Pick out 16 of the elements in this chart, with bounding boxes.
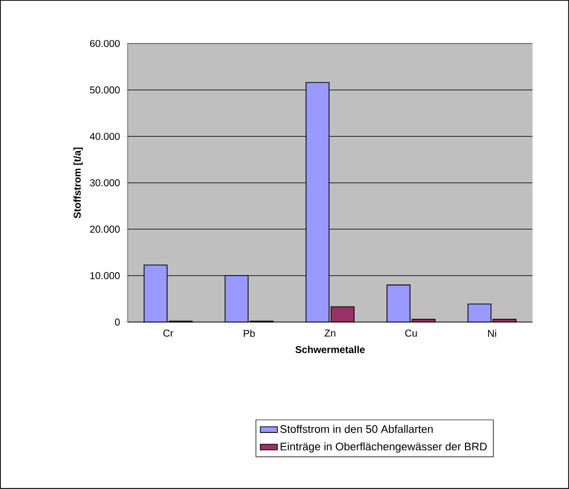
y-tick-label: 20.000 — [90, 226, 120, 233]
y-tick-label: 40.000 — [90, 132, 120, 140]
y-tick-label: 50.000 — [90, 86, 120, 94]
legend-label: Einträge in Oberflächengewässer der BRD — [280, 442, 487, 453]
x-tick-label: Pb — [244, 330, 255, 338]
x-tick-label: Cr — [163, 330, 174, 337]
x-tick-label: Zn — [324, 330, 336, 337]
x-tick-label: Cu — [405, 330, 417, 337]
x-axis-title: Schwermetalle — [295, 346, 365, 354]
legend-label: Stoffstrom in den 50 Abfallarten — [280, 424, 433, 434]
y-tick-label: 10.000 — [90, 272, 120, 280]
y-tick-label: 60.000 — [90, 40, 120, 48]
y-axis-title: Stoffstrom [t/a] — [73, 148, 83, 218]
x-tick-label: Ni — [488, 330, 496, 337]
y-tick-label: 30.000 — [90, 179, 120, 186]
y-tick-label: 0 — [114, 318, 120, 326]
